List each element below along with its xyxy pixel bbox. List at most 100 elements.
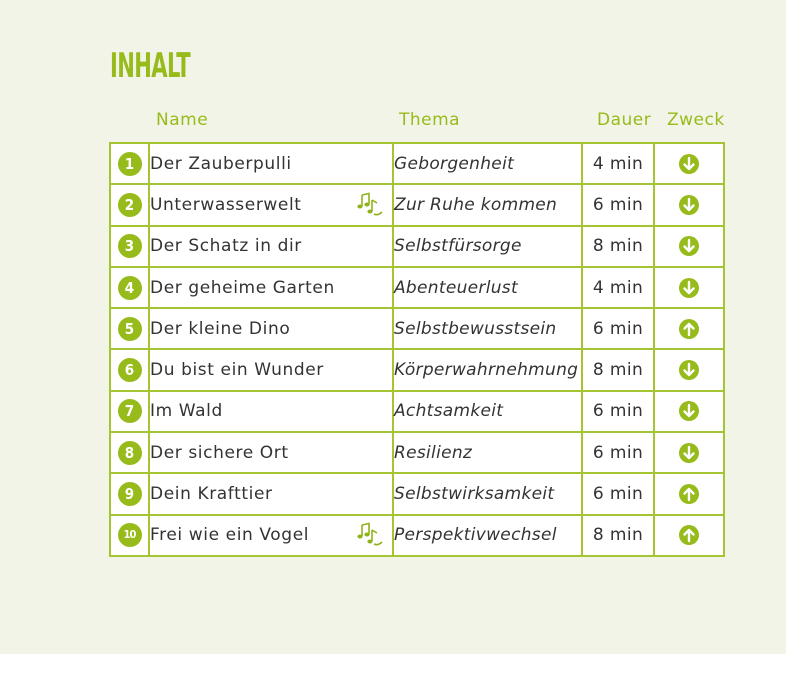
story-name-cell: Du bist ein Wunder	[148, 348, 394, 392]
story-name: Frei wie ein Vogel	[150, 525, 310, 546]
story-name: Der kleine Dino	[150, 318, 291, 339]
story-name: Dein Krafttier	[150, 484, 273, 505]
number-badge: 2	[117, 192, 142, 217]
column-header-name: Name	[156, 110, 209, 130]
down-arrow-icon	[679, 153, 699, 174]
down-arrow-icon	[679, 401, 699, 422]
theme: Abenteuerlust	[392, 265, 583, 310]
column-header-zweck: Zweck	[667, 110, 725, 130]
row-number-cell: 9	[109, 472, 150, 516]
story-name: Im Wald	[150, 401, 223, 422]
duration: 6 min	[581, 183, 655, 227]
story-name-cell: Der geheime Garten	[148, 265, 394, 310]
down-arrow-icon	[679, 277, 699, 298]
duration: 6 min	[581, 472, 655, 516]
table-row: 5 Der kleine Dino Selbstbewusstsein 6 min	[109, 307, 725, 351]
purpose-cell	[653, 141, 725, 186]
row-number-cell: 5	[109, 307, 150, 351]
column-header-dauer: Dauer	[597, 110, 652, 130]
number-badge: 6	[117, 358, 142, 383]
purpose-cell	[653, 348, 725, 392]
purpose-cell	[653, 389, 725, 434]
table-row: 2 Unterwasserwelt Zur Ruhe kommen 6 min	[109, 183, 725, 227]
duration: 6 min	[581, 389, 655, 434]
duration: 6 min	[581, 431, 655, 475]
purpose-cell	[653, 265, 725, 310]
row-number-cell: 7	[109, 389, 150, 434]
row-number-cell: 4	[109, 265, 150, 310]
story-name: Der Zauberpulli	[150, 153, 292, 174]
theme: Zur Ruhe kommen	[392, 183, 583, 227]
page: INHALT Name Thema Dauer Zweck 1 Der Zaube…	[0, 0, 786, 654]
purpose-cell	[653, 307, 725, 351]
duration: 8 min	[581, 348, 655, 392]
row-number-cell: 3	[109, 224, 150, 268]
table-row: 3 Der Schatz in dir Selbstfürsorge 8 min	[109, 224, 725, 268]
page-margin	[0, 654, 786, 678]
theme: Körperwahrnehmung	[392, 348, 583, 392]
number-badge: 4	[117, 275, 142, 300]
story-name: Der geheime Garten	[150, 277, 335, 298]
story-name-cell: Unterwasserwelt	[148, 183, 394, 227]
story-name-cell: Dein Krafttier	[148, 472, 394, 516]
purpose-cell	[653, 431, 725, 475]
theme: Resilienz	[392, 431, 583, 475]
page-title: INHALT	[110, 46, 191, 86]
theme: Selbstbewusstsein	[392, 307, 583, 351]
table-row: 7 Im Wald Achtsamkeit 6 min	[109, 389, 725, 434]
up-arrow-icon	[679, 484, 699, 505]
number-badge: 7	[117, 399, 142, 424]
theme: Achtsamkeit	[392, 389, 583, 434]
table-row: 9 Dein Krafttier Selbstwirksamkeit 6 min	[109, 472, 725, 516]
story-name: Unterwasserwelt	[150, 194, 302, 215]
theme: Geborgenheit	[392, 141, 583, 186]
row-number-cell: 8	[109, 431, 150, 475]
column-header-thema: Thema	[399, 110, 461, 130]
row-number-cell: 10	[109, 513, 150, 557]
theme: Selbstwirksamkeit	[392, 472, 583, 516]
purpose-cell	[653, 472, 725, 516]
duration: 6 min	[581, 307, 655, 351]
table-row: 6 Du bist ein Wunder Körperwahrnehmung 8 mi…	[109, 348, 725, 392]
down-arrow-icon	[679, 360, 699, 381]
number-badge: 5	[117, 316, 142, 341]
purpose-cell	[653, 224, 725, 268]
row-number-cell: 1	[109, 141, 150, 186]
contents-table: 1 Der Zauberpulli Geborgenheit 4 min 2 Unterw…	[109, 141, 725, 557]
purpose-cell	[653, 183, 725, 227]
story-name: Der sichere Ort	[150, 442, 289, 463]
theme: Perspektivwechsel	[392, 513, 583, 557]
table-row: 4 Der geheime Garten Abenteuerlust 4 min	[109, 265, 725, 310]
duration: 8 min	[581, 224, 655, 268]
row-number-cell: 6	[109, 348, 150, 392]
duration: 8 min	[581, 513, 655, 557]
row-number-cell: 2	[109, 183, 150, 227]
story-name-cell: Im Wald	[148, 389, 394, 434]
number-badge: 10	[117, 523, 142, 548]
story-name: Du bist ein Wunder	[150, 360, 324, 381]
duration: 4 min	[581, 265, 655, 310]
down-arrow-icon	[679, 442, 699, 463]
story-name: Der Schatz in dir	[150, 236, 302, 257]
story-name-cell: Der Zauberpulli	[148, 141, 394, 186]
up-arrow-icon	[679, 318, 699, 339]
table-row: 10 Frei wie ein Vogel Perspektivwechsel 8 m…	[109, 513, 725, 557]
music-notes-icon	[356, 192, 384, 223]
story-name-cell: Der Schatz in dir	[148, 224, 394, 268]
purpose-cell	[653, 513, 725, 557]
story-name-cell: Frei wie ein Vogel	[148, 513, 394, 557]
number-badge: 9	[117, 482, 142, 507]
table-row: 8 Der sichere Ort Resilienz 6 min	[109, 431, 725, 475]
down-arrow-icon	[679, 194, 699, 215]
duration: 4 min	[581, 141, 655, 186]
table-row: 1 Der Zauberpulli Geborgenheit 4 min	[109, 141, 725, 186]
story-name-cell: Der kleine Dino	[148, 307, 394, 351]
theme: Selbstfürsorge	[392, 224, 583, 268]
down-arrow-icon	[679, 236, 699, 257]
story-name-cell: Der sichere Ort	[148, 431, 394, 475]
number-badge: 8	[117, 440, 142, 465]
number-badge: 1	[117, 151, 142, 176]
music-notes-icon	[356, 522, 384, 553]
up-arrow-icon	[679, 525, 699, 546]
number-badge: 3	[117, 234, 142, 259]
